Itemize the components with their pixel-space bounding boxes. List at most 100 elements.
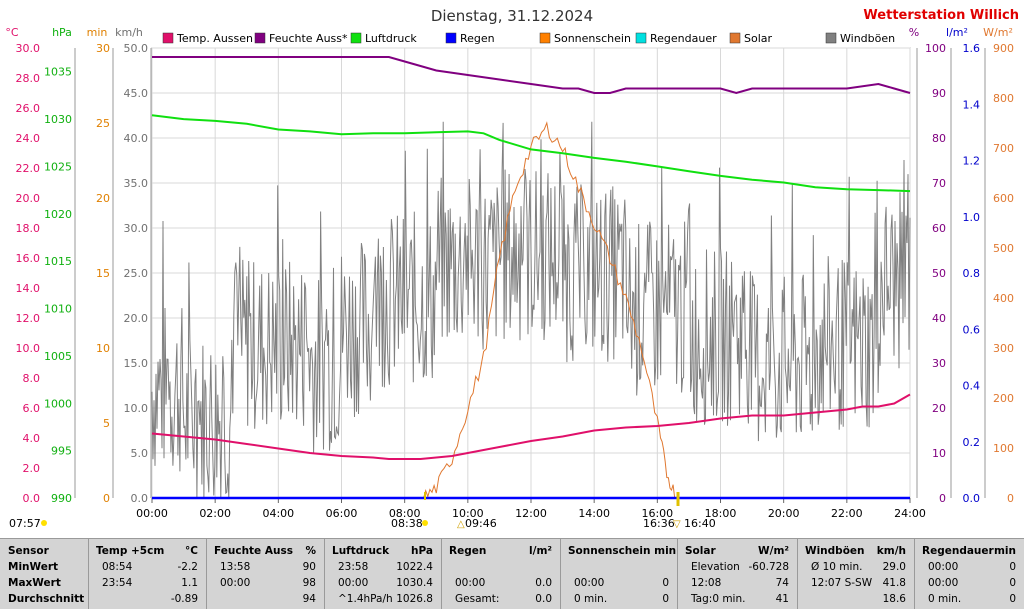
legend-swatch xyxy=(825,32,837,44)
table-separator xyxy=(914,539,915,609)
left-axis-tick: 1035 xyxy=(44,66,72,79)
left-axis-tick: 30.0 xyxy=(124,222,149,235)
left-axis-tick: 0.0 xyxy=(131,492,149,505)
table-cell-value: 94 xyxy=(302,593,316,605)
right-axis-tick: 0 xyxy=(1007,492,1014,505)
legend-label: Windböen xyxy=(840,32,895,45)
right-axis-tick: 0.2 xyxy=(963,436,981,449)
table-column: Feuchte Auss% 13:58 90 00:00 98 94 xyxy=(206,539,324,609)
left-axis-tick: 16.0 xyxy=(16,252,41,265)
legend-label: Temp. Aussen xyxy=(176,32,253,45)
sunset-time-b: 16:40 xyxy=(684,517,716,530)
legend-label: Feuchte Auss* xyxy=(269,32,348,45)
table-separator xyxy=(797,539,798,609)
table-column: Luftdruck hPa 23:58 1022.4 00:00 1030.4 ^1.4hP… xyxy=(324,539,441,609)
table-cell-time: ^1.4hPa/h xyxy=(338,593,393,605)
right-axis-tick: 500 xyxy=(993,242,1014,255)
legend-swatch xyxy=(162,32,174,44)
table-cell-value: 0 xyxy=(1009,561,1016,573)
sunrise-time: 07:57 xyxy=(9,517,41,530)
right-axis-unit: W/m² xyxy=(983,26,1013,39)
left-axis-tick: 30 xyxy=(96,42,110,55)
table-cell-time: 12:08 xyxy=(691,577,722,589)
table-header-unit: min xyxy=(993,545,1016,557)
table-header: Regen xyxy=(449,545,487,557)
left-axis-tick: 5.0 xyxy=(131,447,149,460)
table-column: Regen l/m² 00:00 0.0 Gesamt: 0.0 xyxy=(441,539,560,609)
sunset-icon: ▽ xyxy=(673,519,681,530)
left-axis-unit: °C xyxy=(5,26,19,39)
series-feuchte xyxy=(152,56,911,95)
table-cell-time: 00:00 xyxy=(338,577,369,589)
table-cell-time: 0 min. xyxy=(928,593,962,605)
table-cell-time: 00:00 xyxy=(574,577,605,589)
right-axis-tick: 70 xyxy=(932,177,946,190)
right-axis-tick: 100 xyxy=(925,42,946,55)
right-axis-unit: % xyxy=(909,26,919,39)
left-axis-tick: 6.0 xyxy=(23,402,41,415)
left-axis-tick: 35.0 xyxy=(124,177,149,190)
x-tick-label: 14:00 xyxy=(578,507,610,520)
table-cell-time: Tag:0 min. xyxy=(691,593,746,605)
table-cell-value: 0.0 xyxy=(535,577,552,589)
table-cell-time: Gesamt: xyxy=(455,593,500,605)
table-row-label: MaxWert xyxy=(8,577,61,589)
left-axis-tick: 5 xyxy=(103,417,110,430)
table-cell-time: 00:00 xyxy=(928,577,959,589)
table-row-label: MinWert xyxy=(8,561,59,573)
right-axis-tick: 0.4 xyxy=(963,380,981,393)
table-header-unit: W/m² xyxy=(758,545,789,557)
table-cell-time: 13:58 xyxy=(220,561,251,573)
left-axis-tick: 0 xyxy=(103,492,110,505)
right-axis-tick: 600 xyxy=(993,192,1014,205)
table-header: Feuchte Auss xyxy=(214,545,293,557)
table-cell-value: 98 xyxy=(302,577,316,589)
table-header: Sonnenschein min xyxy=(568,545,677,557)
table-cell-value: 41 xyxy=(775,593,789,605)
left-axis-tick: 1000 xyxy=(44,397,72,410)
legend-swatch xyxy=(445,32,457,44)
x-tick-label: 00:00 xyxy=(136,507,168,520)
table-header-unit: % xyxy=(305,545,316,557)
table-cell-value: -0.89 xyxy=(170,593,198,605)
table-cell-time: 23:58 xyxy=(338,561,369,573)
table-cell-time: 12:07 S-SW xyxy=(811,577,873,589)
left-axis-tick: 22.0 xyxy=(16,162,41,175)
left-axis-tick: 14.0 xyxy=(16,282,41,295)
sun-marker-icon xyxy=(422,520,428,526)
right-axis-tick: 10 xyxy=(932,447,946,460)
x-tick-label: 02:00 xyxy=(199,507,231,520)
left-axis-tick: 20 xyxy=(96,192,110,205)
table-cell-value: -60.728 xyxy=(748,561,789,573)
right-axis-tick: 100 xyxy=(993,442,1014,455)
left-axis-tick: 8.0 xyxy=(23,372,41,385)
left-axis-tick: 1025 xyxy=(44,160,72,173)
left-axis-tick: 1010 xyxy=(44,303,72,316)
sunrise-detail-time: 08:38 xyxy=(391,517,423,530)
x-tick-label: 12:00 xyxy=(515,507,547,520)
table-cell-time: 00:00 xyxy=(220,577,251,589)
legend-label: Regendauer xyxy=(650,32,717,45)
legend-label: Solar xyxy=(744,32,773,45)
x-tick-label: 16:00 xyxy=(641,507,673,520)
table-header: Temp +5cm xyxy=(96,545,165,557)
table-cell-value: 1026.8 xyxy=(396,593,433,605)
left-axis-tick: 25.0 xyxy=(124,267,149,280)
table-cell-value: 74 xyxy=(775,577,789,589)
table-row-label: Durchschnitt xyxy=(8,593,85,605)
noon-icon: △ xyxy=(457,519,465,530)
left-axis-tick: 40.0 xyxy=(124,132,149,145)
right-axis-tick: 0.0 xyxy=(963,492,981,505)
table-cell-value: 0 xyxy=(1009,593,1016,605)
x-tick-label: 18:00 xyxy=(705,507,737,520)
table-header: Regendauer xyxy=(922,545,994,557)
table-separator xyxy=(88,539,89,609)
left-axis-unit: hPa xyxy=(52,26,72,39)
right-axis-tick: 80 xyxy=(932,132,946,145)
left-axis-tick: 30.0 xyxy=(16,42,41,55)
series-luftdruck xyxy=(151,114,911,193)
table-separator xyxy=(560,539,561,609)
left-axis-tick: 990 xyxy=(51,492,72,505)
table-separator xyxy=(324,539,325,609)
right-axis-tick: 0.8 xyxy=(963,267,981,280)
